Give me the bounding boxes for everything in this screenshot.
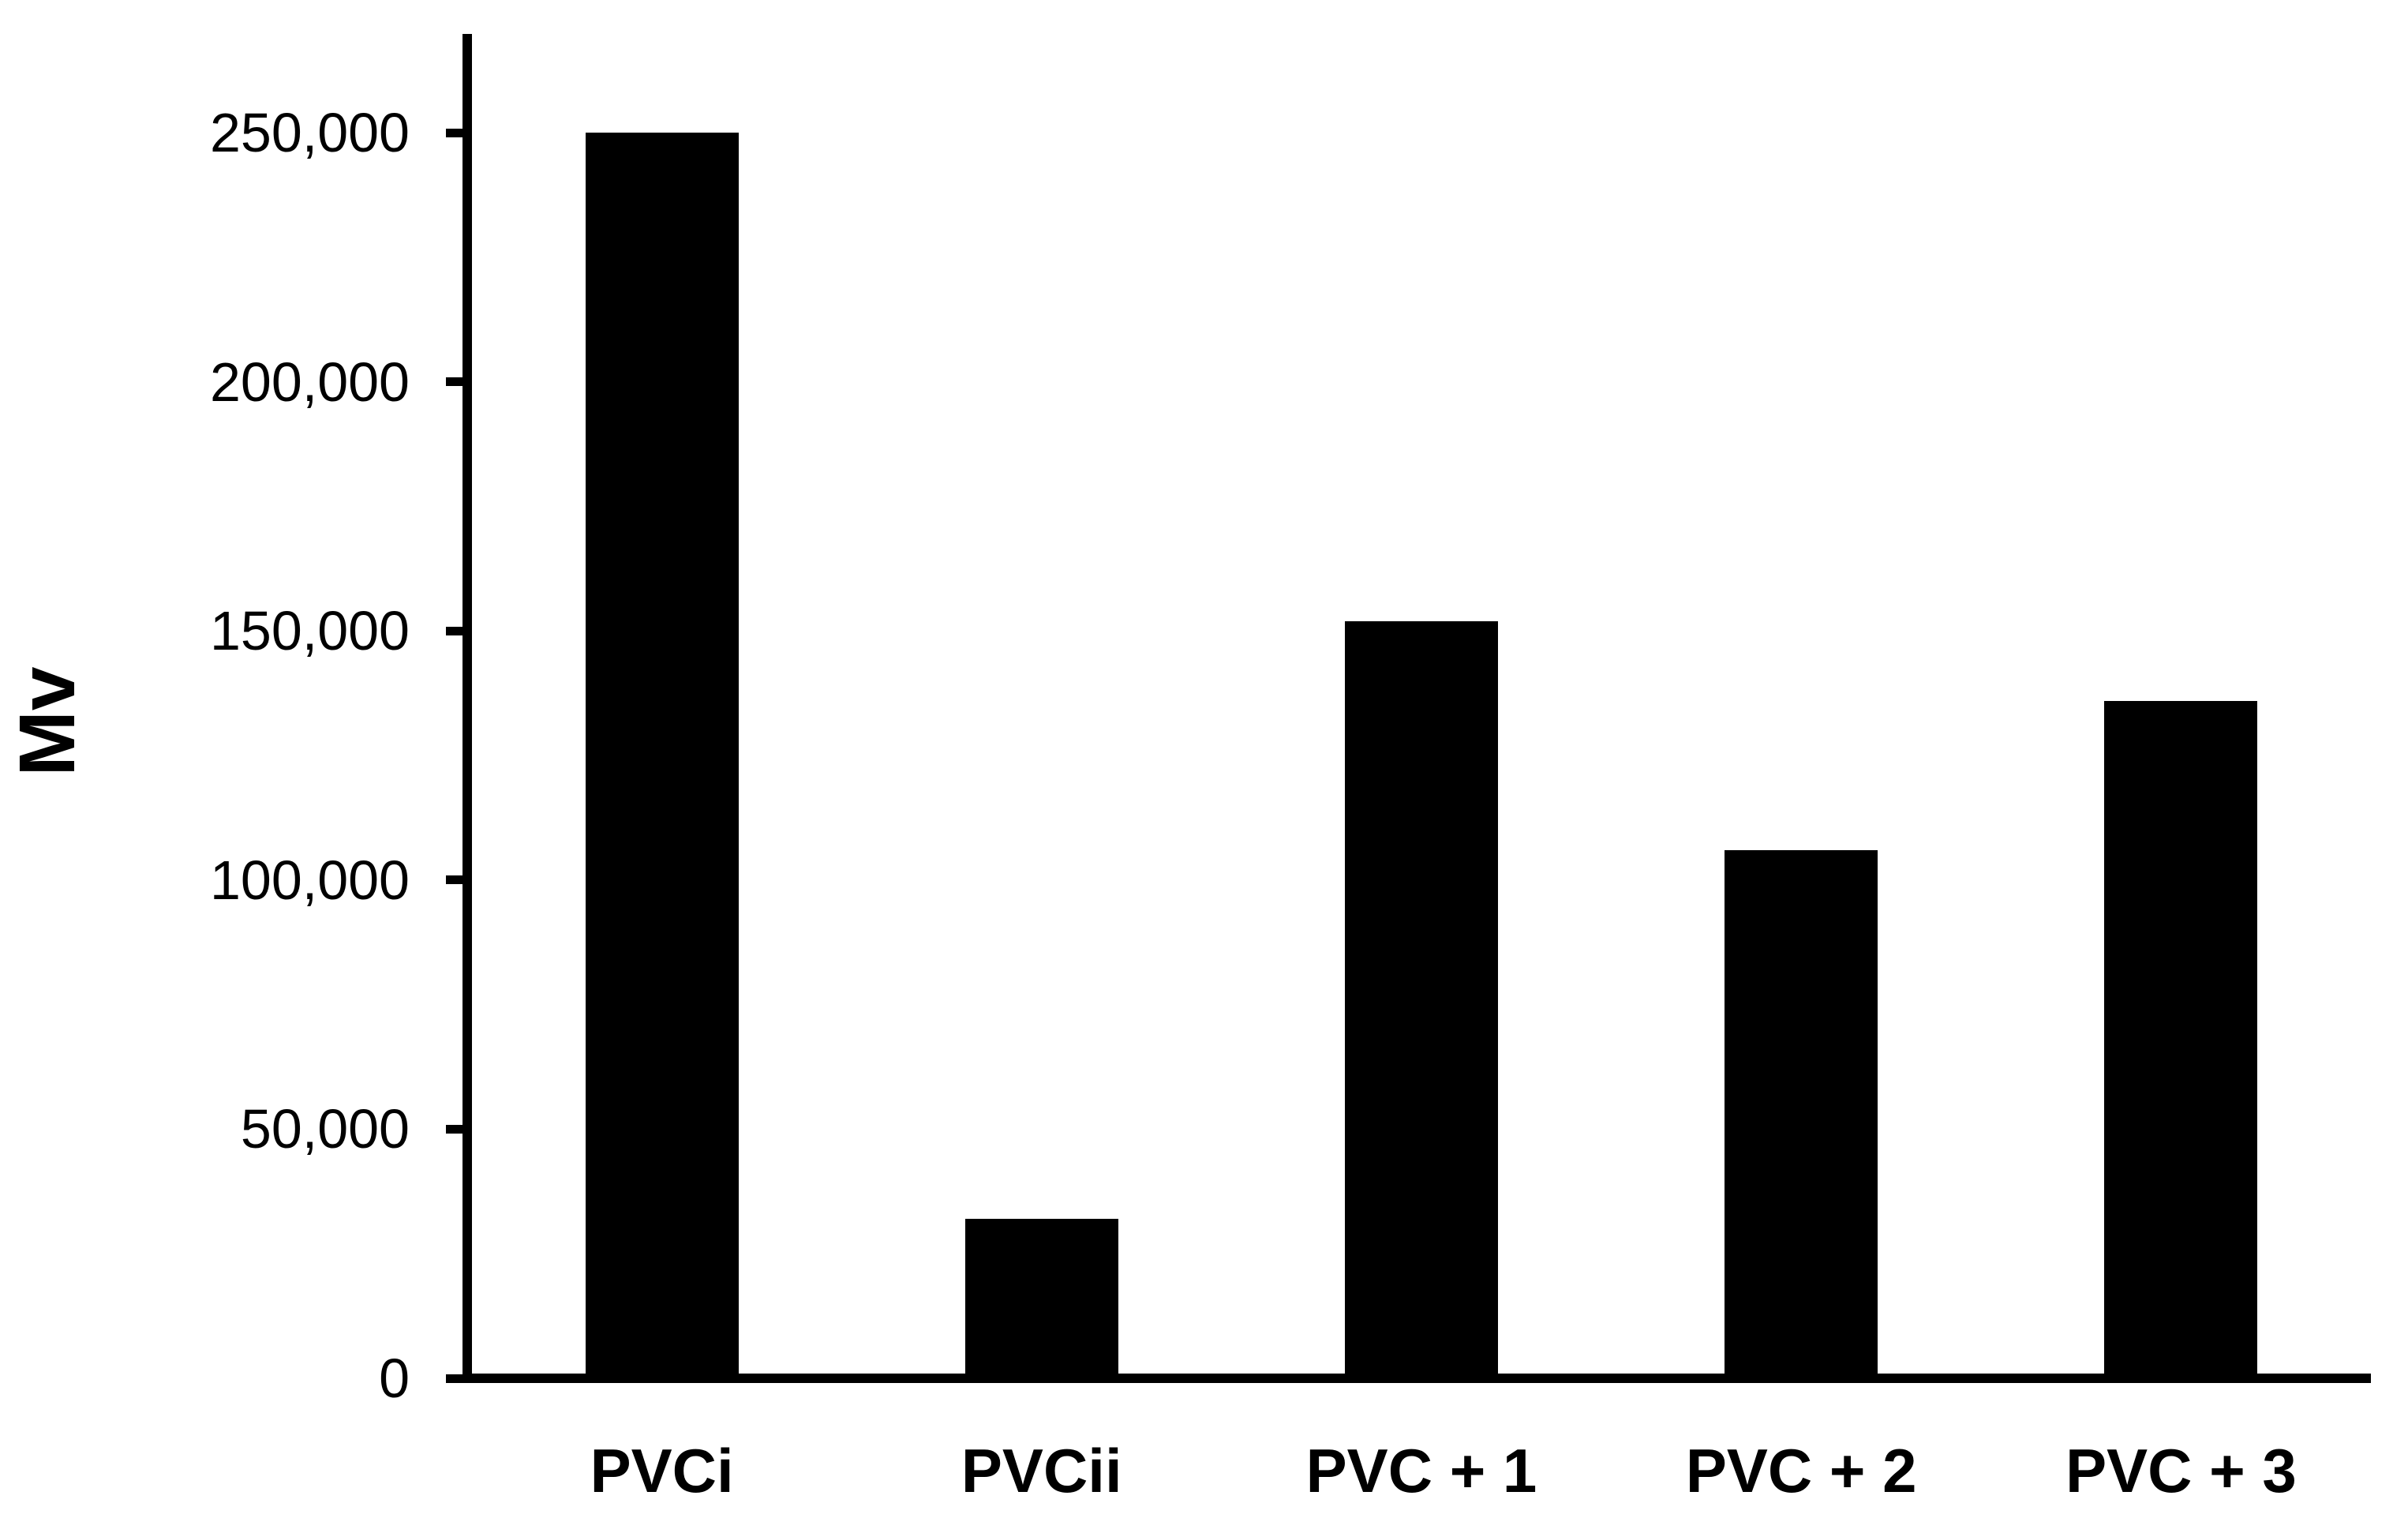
x-category-label: PVCi <box>590 1436 734 1505</box>
bar-pvc-2 <box>1725 849 1878 1378</box>
y-tick <box>446 128 472 137</box>
bar-pvcii <box>964 1219 1118 1378</box>
y-tick <box>446 875 472 885</box>
bar-pvc-3 <box>2104 700 2258 1378</box>
y-tick <box>446 626 472 635</box>
y-tick-label: 250,000 <box>209 102 410 163</box>
y-tick-label: 50,000 <box>240 1098 410 1160</box>
bar-pvci <box>585 133 739 1378</box>
y-tick <box>446 1124 472 1134</box>
x-category-label: PVC + 1 <box>1305 1436 1537 1505</box>
x-axis-line <box>463 1374 2371 1383</box>
y-axis-line <box>463 34 472 1383</box>
bar-pvc-1 <box>1345 620 1498 1378</box>
y-tick-label: 100,000 <box>209 849 410 911</box>
y-tick-label: 150,000 <box>209 600 410 662</box>
x-category-label: PVCii <box>961 1436 1122 1505</box>
y-tick <box>446 1374 472 1383</box>
y-tick <box>446 377 472 387</box>
y-tick-label: 200,000 <box>209 350 410 413</box>
x-category-label: PVC + 3 <box>2065 1436 2297 1505</box>
x-category-label: PVC + 2 <box>1685 1436 1917 1505</box>
y-tick-label: 0 <box>379 1347 410 1409</box>
